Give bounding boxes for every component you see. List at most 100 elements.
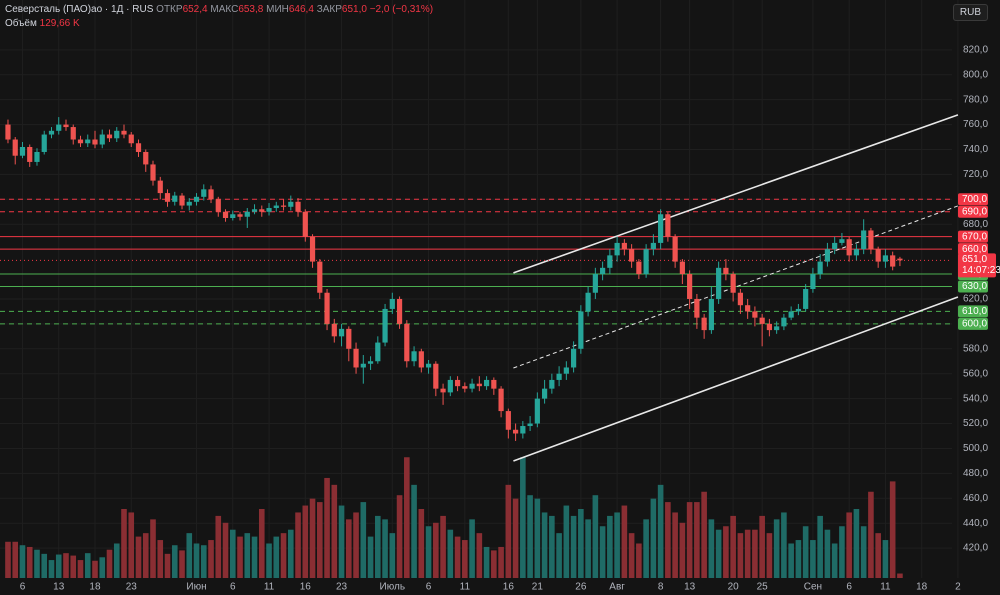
volume-bar bbox=[70, 555, 77, 578]
candle-body bbox=[520, 426, 526, 434]
volume-bar bbox=[469, 519, 475, 578]
volume-bar bbox=[353, 512, 359, 578]
volume-bar bbox=[549, 515, 555, 578]
candle-body bbox=[121, 130, 127, 135]
volume-bar bbox=[759, 515, 765, 578]
volume-bar bbox=[744, 529, 751, 578]
change: −2,0 (−0,31%) bbox=[369, 4, 434, 15]
volume-bar bbox=[280, 533, 287, 578]
volume-bar bbox=[839, 526, 845, 578]
volume-bar bbox=[157, 540, 164, 578]
candle-body bbox=[404, 323, 410, 362]
candle-body bbox=[585, 292, 591, 312]
y-tick-label: 680,0 bbox=[963, 219, 988, 230]
volume-bar bbox=[592, 495, 599, 578]
volume-bar bbox=[483, 546, 490, 578]
volume-bar bbox=[614, 512, 620, 578]
candle-body bbox=[244, 211, 250, 217]
volume-bar bbox=[425, 526, 432, 578]
candle-body bbox=[418, 351, 424, 368]
trend-line bbox=[513, 114, 959, 274]
volume-bar bbox=[860, 526, 867, 578]
y-tick-label: 800,0 bbox=[963, 69, 988, 80]
candle-body bbox=[353, 348, 359, 368]
volume-bar bbox=[266, 543, 272, 578]
volume-bar bbox=[505, 484, 512, 578]
volume-bar bbox=[607, 515, 613, 578]
candle-body bbox=[636, 261, 642, 275]
volume-bar bbox=[433, 522, 439, 578]
value: 653,8 bbox=[238, 4, 264, 15]
x-tick-label: 13 bbox=[53, 582, 65, 593]
candle-body bbox=[716, 267, 722, 299]
volume-bar bbox=[404, 457, 410, 578]
volume-bar bbox=[48, 560, 55, 578]
candle-body bbox=[135, 143, 142, 152]
x-tick-label: 11 bbox=[460, 582, 471, 593]
candle-body bbox=[803, 289, 809, 309]
candle-body bbox=[817, 261, 823, 275]
candle-body bbox=[875, 249, 881, 262]
volume-bar bbox=[802, 526, 809, 578]
candle-body bbox=[759, 317, 765, 324]
level-tag bbox=[958, 243, 988, 256]
currency-button[interactable]: RUB bbox=[952, 4, 988, 21]
candle-body bbox=[861, 230, 867, 250]
volume-bar bbox=[295, 512, 301, 578]
volume-bar bbox=[411, 484, 417, 578]
label: Объём bbox=[5, 18, 37, 29]
x-tick-label: 11 bbox=[264, 582, 275, 593]
volume-bar bbox=[897, 573, 903, 578]
volume-bar bbox=[77, 560, 84, 578]
level-tag-label: 670,0 bbox=[962, 231, 987, 242]
candle-body bbox=[222, 211, 229, 218]
volume-bar bbox=[229, 529, 236, 578]
candle-body bbox=[469, 383, 475, 389]
candle-body bbox=[781, 317, 787, 327]
level-tag bbox=[958, 317, 988, 330]
candle-body bbox=[730, 274, 736, 293]
volume-bar bbox=[84, 553, 91, 578]
volume-bar bbox=[41, 553, 48, 578]
volume-bar bbox=[686, 502, 693, 578]
volume-bar bbox=[585, 519, 591, 578]
candle-body bbox=[389, 298, 395, 309]
volume-bar bbox=[346, 519, 352, 578]
candle-body bbox=[295, 201, 301, 212]
volume-bar bbox=[251, 536, 258, 578]
volume-bar bbox=[222, 522, 229, 578]
candle-body bbox=[629, 249, 635, 262]
volume-bar bbox=[599, 526, 606, 578]
label: ЗАКР bbox=[316, 4, 342, 15]
candle-body bbox=[34, 151, 40, 162]
candle-body bbox=[106, 134, 113, 139]
volume-bar bbox=[26, 546, 33, 578]
x-tick-label: 16 bbox=[300, 582, 312, 593]
volume-bar bbox=[309, 498, 316, 578]
level-tag-label: 700,0 bbox=[962, 194, 987, 205]
volume-bar bbox=[200, 545, 207, 578]
volume-bar bbox=[34, 549, 40, 578]
candle-body bbox=[5, 124, 11, 140]
volume-bar bbox=[665, 502, 671, 578]
candle-body bbox=[193, 196, 200, 202]
volume-bar bbox=[882, 540, 889, 578]
volume-bar bbox=[788, 543, 794, 578]
y-tick-label: 580,0 bbox=[963, 343, 988, 354]
volume-bar bbox=[440, 515, 446, 578]
candle-body bbox=[643, 249, 649, 275]
x-tick-label: Июль bbox=[380, 582, 406, 593]
volume-bar bbox=[491, 550, 497, 578]
candle-body bbox=[411, 351, 417, 362]
candle-body bbox=[694, 298, 700, 318]
volume-bar bbox=[737, 533, 744, 578]
y-tick-label: 780,0 bbox=[963, 94, 988, 105]
candle-body bbox=[201, 189, 207, 197]
x-tick-label: 2 bbox=[955, 582, 961, 593]
y-tick-label: 480,0 bbox=[963, 468, 988, 479]
y-tick-label: 420,0 bbox=[963, 543, 988, 554]
candle-body bbox=[280, 205, 287, 207]
volume-bar bbox=[12, 541, 19, 578]
volume-bar bbox=[99, 557, 106, 578]
volume-bar bbox=[63, 553, 69, 578]
